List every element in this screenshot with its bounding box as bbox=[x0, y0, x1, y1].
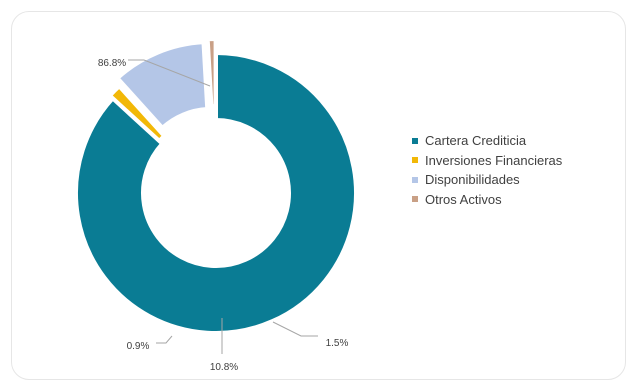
legend-item: Disponibilidades bbox=[412, 170, 562, 190]
donut-slices bbox=[74, 37, 358, 335]
slice-otros-activos bbox=[205, 37, 218, 109]
slice-disponibilidades bbox=[114, 40, 210, 131]
data-label: 10.8% bbox=[210, 362, 238, 373]
legend-label: Disponibilidades bbox=[425, 172, 520, 188]
legend-swatch bbox=[412, 176, 418, 183]
legend: Cartera Crediticia Inversiones Financiera… bbox=[412, 131, 562, 209]
data-labels: 86.8% 1.5% 10.8% 0.9% bbox=[98, 58, 349, 373]
leader-lines bbox=[128, 59, 318, 354]
legend-swatch bbox=[412, 157, 418, 164]
legend-item: Otros Activos bbox=[412, 190, 562, 210]
leader-line bbox=[272, 321, 318, 337]
data-label: 86.8% bbox=[98, 58, 126, 69]
legend-item: Cartera Crediticia bbox=[412, 131, 562, 151]
legend-label: Inversiones Financieras bbox=[425, 152, 563, 168]
legend-label: Otros Activos bbox=[425, 191, 502, 207]
legend-item: Inversiones Financieras bbox=[412, 151, 562, 171]
data-label: 0.9% bbox=[127, 341, 150, 352]
data-label: 1.5% bbox=[326, 338, 349, 349]
leader-line bbox=[156, 335, 173, 344]
leader-line bbox=[128, 59, 211, 87]
legend-label: Cartera Crediticia bbox=[425, 133, 527, 149]
legend-swatch bbox=[412, 196, 418, 203]
slice-cartera-crediticia bbox=[74, 50, 358, 335]
slice-inversiones-financieras bbox=[107, 83, 168, 144]
legend-swatch bbox=[412, 137, 418, 144]
